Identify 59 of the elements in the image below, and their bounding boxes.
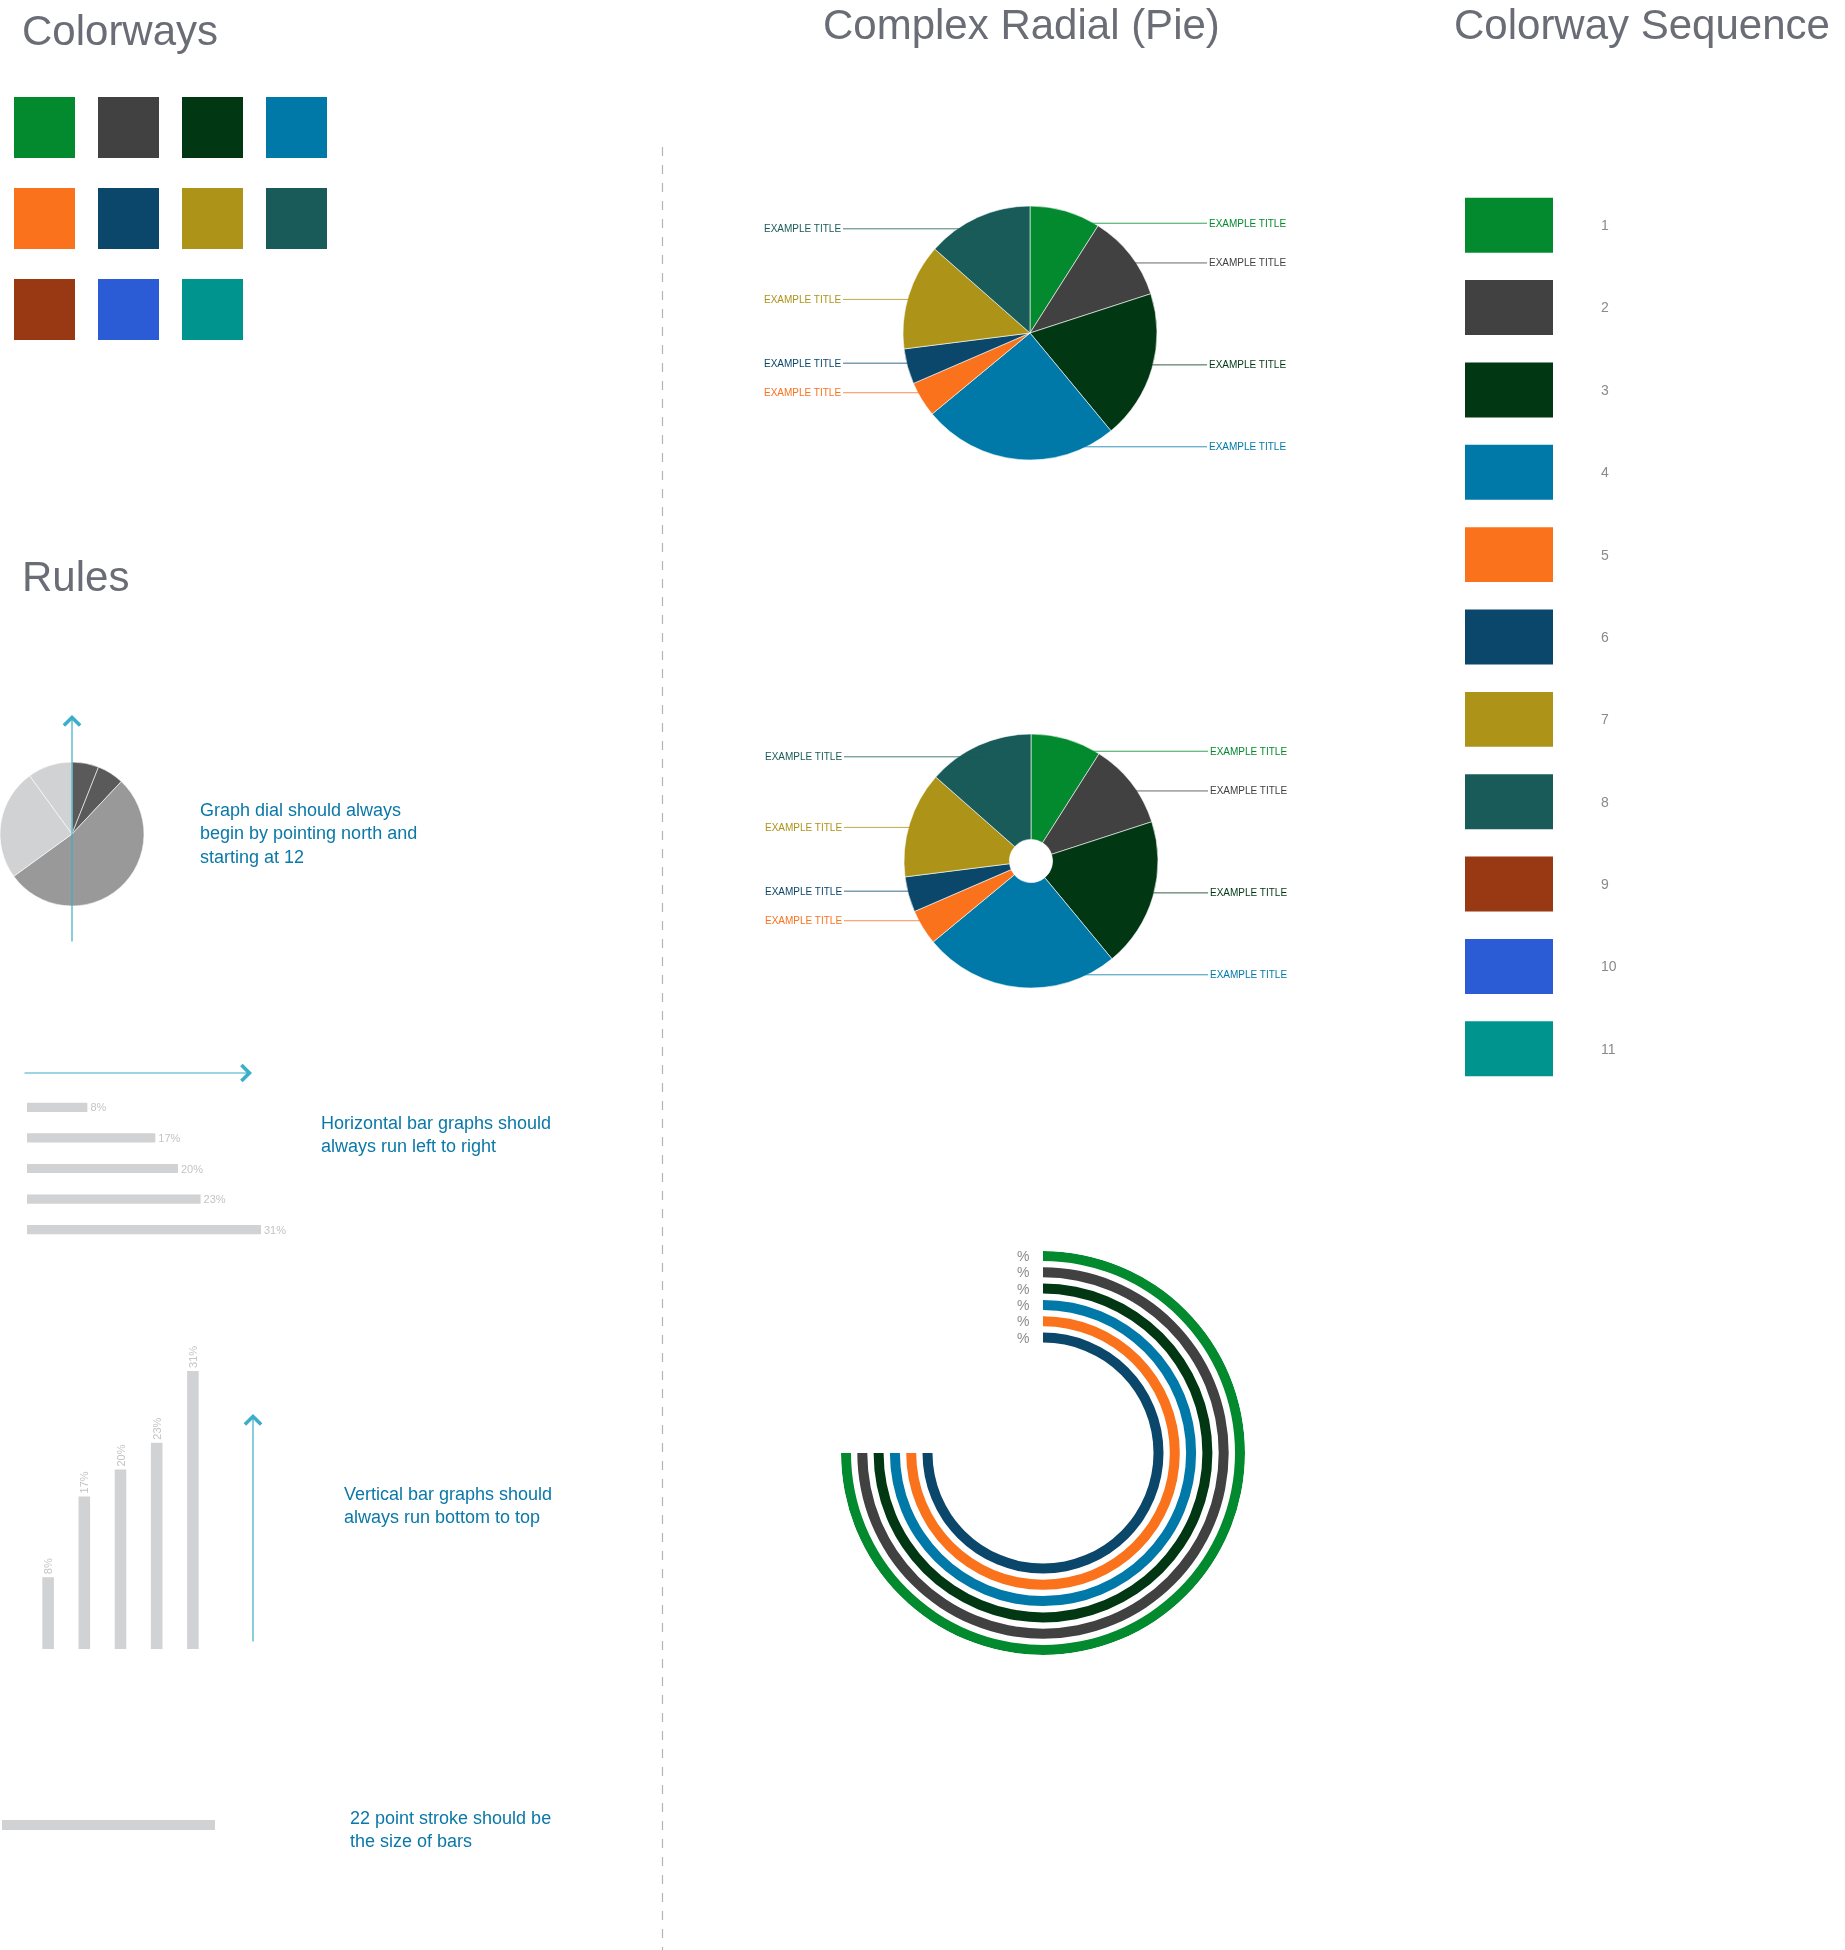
text: Graph dial should always begin by pointing north and starting at 12 — [200, 800, 418, 867]
slice-label: EXAMPLE TITLE — [1209, 359, 1287, 370]
y-tick-label: 1 — [1601, 217, 1609, 234]
y-tick-label: 6 — [1601, 628, 1609, 645]
text: Colorway Sequence — [1454, 1, 1830, 48]
data-label: 17% — [158, 1131, 181, 1144]
bar — [187, 1370, 199, 1649]
text: Vertical bar graphs should always run bottom to top — [344, 1484, 553, 1528]
slice-label: EXAMPLE TITLE — [765, 886, 843, 897]
slice-label: EXAMPLE TITLE — [1209, 257, 1287, 268]
data-label: 23% — [150, 1417, 163, 1440]
slice-label: EXAMPLE TITLE — [765, 751, 843, 762]
y-tick-label: 10 — [1601, 958, 1617, 975]
bar — [27, 1225, 261, 1235]
y-tick-label: 4 — [1601, 464, 1609, 481]
slice-label: EXAMPLE TITLE — [765, 822, 843, 833]
data-label: 31% — [186, 1345, 199, 1368]
data-label: 31% — [263, 1223, 287, 1236]
chart-title: Complex Radial (Pie) — [823, 1, 1220, 48]
y-tick-label: 3 — [1601, 381, 1609, 398]
slice-label: EXAMPLE TITLE — [764, 358, 842, 369]
y-tick-label: 7 — [1601, 711, 1609, 728]
text: % — [1017, 1248, 1030, 1264]
text: % — [1017, 1297, 1030, 1313]
chart-title: Rules — [22, 553, 130, 600]
data-label: 17% — [78, 1471, 91, 1494]
slice-label: EXAMPLE TITLE — [764, 223, 842, 234]
slice-label: EXAMPLE TITLE — [764, 294, 842, 305]
y-tick-label: 11 — [1601, 1040, 1616, 1057]
bar — [42, 1577, 54, 1649]
y-tick-label: 9 — [1601, 875, 1609, 892]
slice-label: EXAMPLE TITLE — [1210, 785, 1288, 796]
bar — [150, 1442, 163, 1649]
bar — [78, 1496, 91, 1649]
bar — [27, 1194, 201, 1204]
y-tick-label: 5 — [1601, 546, 1609, 563]
bar — [114, 1469, 127, 1649]
y-tick-label: 8 — [1601, 793, 1609, 810]
data-label: 20% — [114, 1444, 127, 1467]
text: % — [1017, 1313, 1030, 1329]
text: % — [1017, 1281, 1030, 1297]
text: 22 point stroke should be the size of bars — [350, 1808, 552, 1852]
text: % — [1017, 1330, 1030, 1346]
bar — [27, 1163, 178, 1174]
slice-label: EXAMPLE TITLE — [1210, 969, 1288, 980]
slice-label: EXAMPLE TITLE — [1209, 441, 1287, 452]
text: Horizontal bar graphs should always run left to right — [321, 1113, 552, 1157]
slice-label: EXAMPLE TITLE — [765, 915, 843, 926]
bar — [27, 1133, 156, 1143]
data-label: 23% — [203, 1193, 226, 1206]
slice-label: EXAMPLE TITLE — [764, 387, 842, 398]
text: % — [1017, 1264, 1030, 1280]
y-tick-label: 2 — [1601, 299, 1609, 316]
text: Colorways — [22, 7, 219, 54]
slice-label: EXAMPLE TITLE — [1209, 218, 1287, 229]
data-label: 8% — [90, 1101, 107, 1114]
slice-label: EXAMPLE TITLE — [1210, 887, 1288, 898]
bar — [27, 1102, 88, 1112]
slice-label: EXAMPLE TITLE — [1210, 746, 1288, 757]
